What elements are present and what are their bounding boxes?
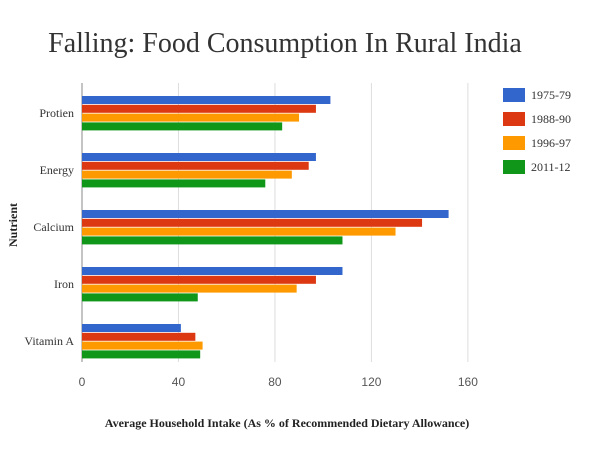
x-tick-label: 160 — [458, 375, 478, 389]
bar — [82, 210, 449, 218]
bar — [82, 122, 283, 131]
bar — [82, 227, 396, 236]
legend-swatch — [503, 112, 525, 126]
bar — [82, 161, 309, 170]
bar — [82, 153, 316, 161]
category-label: Iron — [54, 277, 74, 291]
legend-label: 1996-97 — [531, 136, 571, 150]
x-axis-title: Average Household Intake (As % of Recomm… — [105, 416, 469, 430]
category-label: Vitamin A — [24, 334, 74, 348]
category-label: Energy — [40, 163, 74, 177]
x-tick-label: 0 — [79, 375, 86, 389]
bar — [82, 170, 292, 179]
bar — [82, 113, 300, 122]
x-tick-label: 80 — [268, 375, 282, 389]
legend-swatch — [503, 88, 525, 102]
bar — [82, 96, 331, 104]
legend-swatch — [503, 160, 525, 174]
bar — [82, 218, 423, 227]
bar — [82, 104, 316, 113]
bar — [82, 275, 316, 284]
bar — [82, 341, 203, 350]
x-tick-label: 120 — [361, 375, 381, 389]
x-tick-label: 40 — [172, 375, 186, 389]
bar — [82, 324, 181, 332]
bar — [82, 332, 196, 341]
bar — [82, 350, 201, 359]
bar — [82, 267, 343, 275]
chart-title: Falling: Food Consumption In Rural India — [48, 28, 522, 59]
category-label: Protien — [39, 106, 74, 120]
bar — [82, 293, 198, 302]
bar — [82, 284, 297, 293]
y-axis-title: Nutrient — [6, 203, 20, 247]
bar — [82, 236, 343, 245]
legend-swatch — [503, 136, 525, 150]
category-label: Calcium — [33, 220, 74, 234]
bar — [82, 179, 266, 188]
legend-label: 1988-90 — [531, 112, 571, 126]
legend-label: 2011-12 — [531, 160, 571, 174]
legend-label: 1975-79 — [531, 88, 571, 102]
